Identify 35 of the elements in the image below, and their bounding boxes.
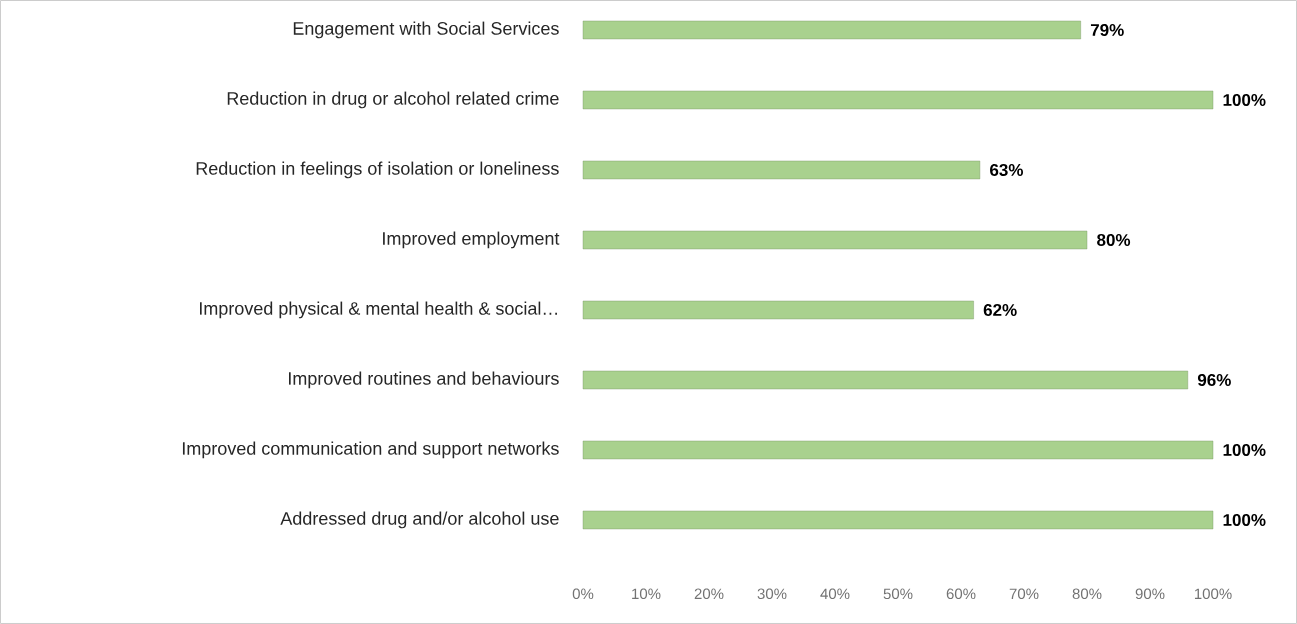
x-tick-label: 70% (1009, 588, 1039, 600)
bar (582, 510, 1214, 530)
data-label: 79% (1090, 23, 1124, 37)
data-label: 80% (1097, 233, 1131, 247)
bar (582, 230, 1088, 250)
bar (582, 440, 1214, 460)
x-tick-label: 80% (1072, 588, 1102, 600)
y-tick-label: Addressed drug and/or alcohol use (280, 511, 559, 529)
x-tick-label: 30% (757, 588, 787, 600)
data-label: 96% (1197, 373, 1231, 387)
y-tick-label: Improved physical & mental health & social… (199, 301, 557, 319)
y-tick-label: Improved communication and support networks (182, 441, 559, 459)
bar (582, 20, 1081, 40)
x-tick-label: 0% (572, 588, 594, 600)
data-label: 100% (1223, 513, 1266, 527)
data-label: 62% (983, 303, 1017, 317)
bar (582, 160, 981, 180)
x-tick-label: 40% (820, 588, 850, 600)
data-label: 100% (1223, 93, 1266, 107)
x-tick-label: 100% (1194, 588, 1232, 600)
x-tick-label: 60% (946, 588, 976, 600)
y-tick-label: Improved routines and behaviours (288, 371, 559, 389)
data-label: 63% (990, 163, 1024, 177)
x-tick-label: 50% (883, 588, 913, 600)
y-tick-label: Reduction in feelings of isolation or loneliness (196, 161, 559, 179)
x-tick-label: 20% (694, 588, 724, 600)
x-tick-label: 90% (1135, 588, 1165, 600)
x-tick-label: 10% (632, 588, 661, 600)
bar (582, 90, 1214, 110)
y-tick-label: Improved employment (383, 231, 560, 249)
bar (582, 370, 1189, 390)
y-tick-label: Reduction in drug or alcohol related crime (227, 91, 559, 109)
y-tick-label: Engagement with Social Services (293, 21, 559, 39)
bar (582, 300, 974, 320)
data-label: 100% (1223, 443, 1266, 457)
